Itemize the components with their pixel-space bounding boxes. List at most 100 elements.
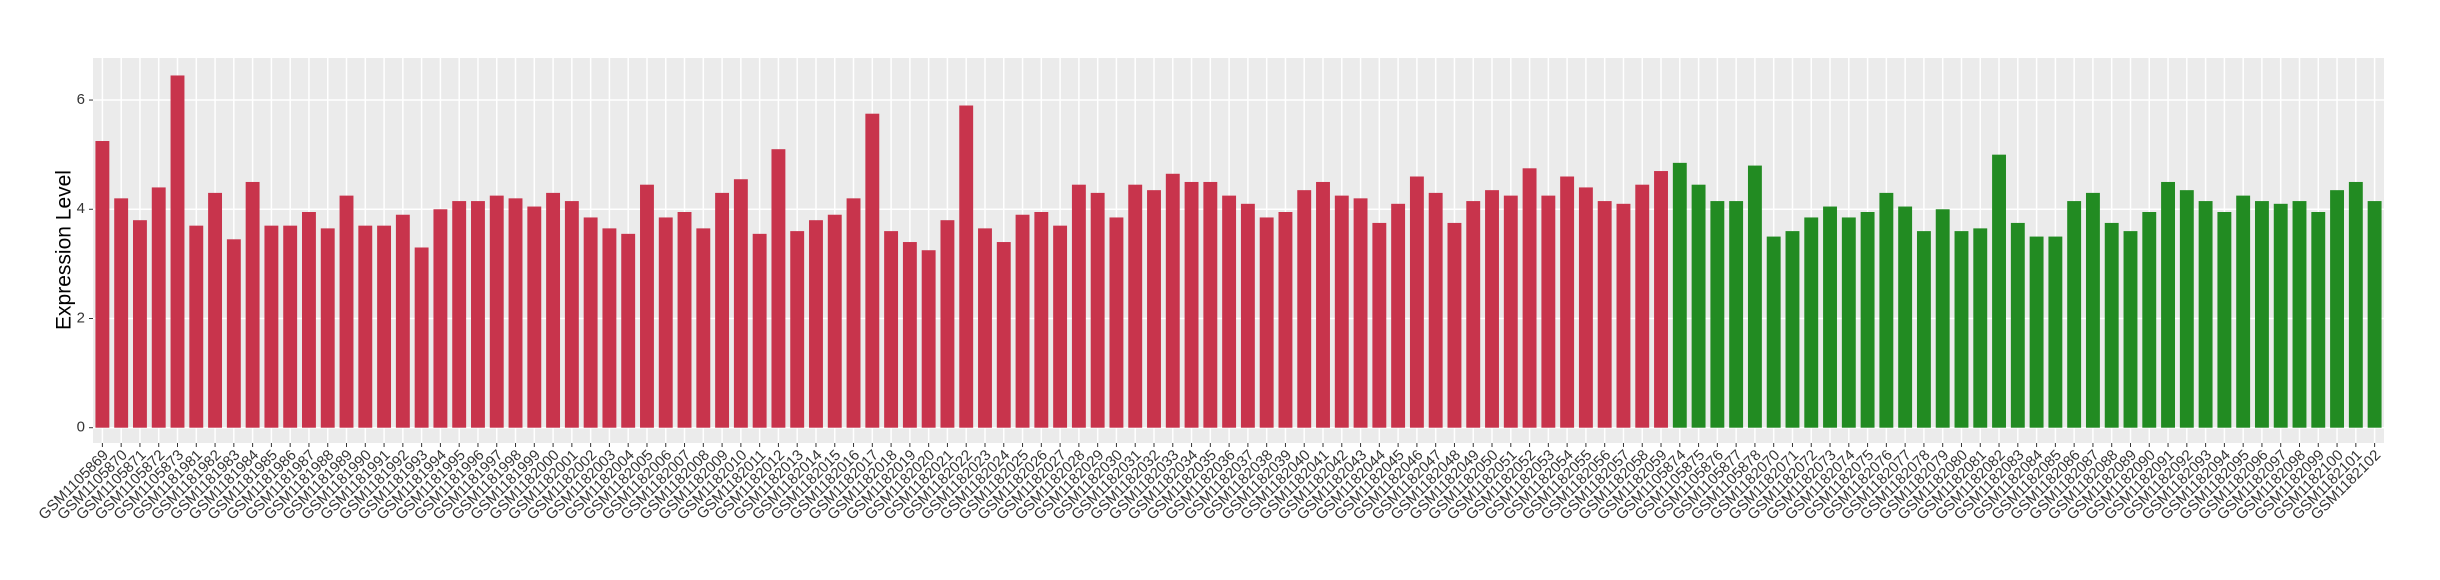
bar (583, 217, 598, 428)
bar (2123, 231, 2138, 428)
bar (1485, 190, 1499, 428)
y-tick-label: 2 (77, 309, 85, 326)
bar (996, 242, 1011, 428)
bar (132, 220, 147, 428)
bar (339, 195, 354, 428)
bar (2217, 212, 2232, 428)
bar (452, 201, 467, 428)
bar (1090, 192, 1105, 428)
bar (658, 217, 673, 428)
bar (489, 195, 504, 428)
bar (189, 225, 204, 428)
bar (1616, 203, 1631, 428)
bar (1578, 187, 1593, 428)
bar (377, 225, 392, 428)
bar (902, 242, 917, 428)
bar (1635, 184, 1650, 428)
bar (1747, 165, 1762, 428)
bar (1297, 190, 1312, 428)
bar (2330, 190, 2345, 428)
bar (2029, 236, 2044, 428)
bar (1165, 173, 1180, 428)
bar (978, 228, 992, 428)
bar (2198, 201, 2213, 428)
bar (1353, 198, 1368, 428)
bar (1916, 231, 1931, 428)
bar (1447, 222, 1462, 428)
bar (790, 231, 805, 428)
bar (208, 192, 223, 428)
bar (1203, 181, 1218, 428)
bar (1992, 154, 2006, 428)
bar (226, 239, 241, 428)
bar (602, 228, 617, 428)
bar (1597, 201, 1612, 428)
bar (2348, 181, 2363, 428)
y-tick-label: 0 (77, 419, 85, 436)
bar (2010, 222, 2025, 428)
bar (1372, 222, 1387, 428)
bar (1541, 195, 1556, 428)
bar (1654, 171, 1668, 428)
bar (1954, 231, 1969, 428)
bar (940, 220, 955, 428)
bar (1898, 206, 1913, 428)
bar (1428, 192, 1443, 428)
bar (1804, 217, 1819, 428)
bar (471, 201, 485, 428)
bar (414, 247, 429, 428)
bar (2236, 195, 2251, 428)
bar (1184, 181, 1199, 428)
bar (1053, 225, 1068, 428)
bar (1409, 176, 1424, 428)
bar (283, 225, 298, 428)
bar (114, 198, 129, 428)
bar (1879, 192, 1894, 428)
bar (1710, 201, 1725, 428)
bar (1147, 190, 1161, 428)
bar (358, 225, 373, 428)
bar (245, 181, 260, 428)
bar (827, 214, 842, 428)
y-axis-label: Expression Level (53, 170, 76, 330)
bar (752, 233, 767, 428)
bar (1034, 212, 1049, 428)
bar (771, 149, 786, 428)
bar (2311, 212, 2326, 428)
bar (151, 187, 166, 428)
bar (2067, 201, 2082, 428)
bar (433, 209, 448, 428)
bar (1466, 201, 1481, 428)
bar (1672, 162, 1687, 428)
bar (1109, 217, 1124, 428)
bar (508, 198, 523, 428)
bar (1935, 209, 1950, 428)
bar (1860, 212, 1875, 428)
bar (1316, 181, 1330, 428)
bar (1785, 231, 1800, 428)
bar (546, 192, 561, 428)
bar (1334, 195, 1349, 428)
bar (264, 225, 279, 428)
bar (921, 250, 936, 428)
y-tick-label: 4 (77, 200, 85, 217)
bar (527, 206, 542, 428)
bar (302, 212, 316, 428)
bar (1766, 236, 1781, 428)
bar (1973, 228, 1988, 428)
bar (2292, 201, 2307, 428)
bar (2254, 201, 2269, 428)
bar (1071, 184, 1086, 428)
bar (1278, 212, 1293, 428)
bar (715, 192, 730, 428)
bar (2048, 236, 2063, 428)
bar (1015, 214, 1030, 428)
bar (2273, 203, 2288, 428)
y-tick-label: 6 (77, 91, 85, 108)
bar (1259, 217, 1274, 428)
bar (865, 113, 880, 428)
bar (1823, 206, 1837, 428)
bar (1841, 217, 1856, 428)
bar (2142, 212, 2157, 428)
bar (884, 231, 899, 428)
